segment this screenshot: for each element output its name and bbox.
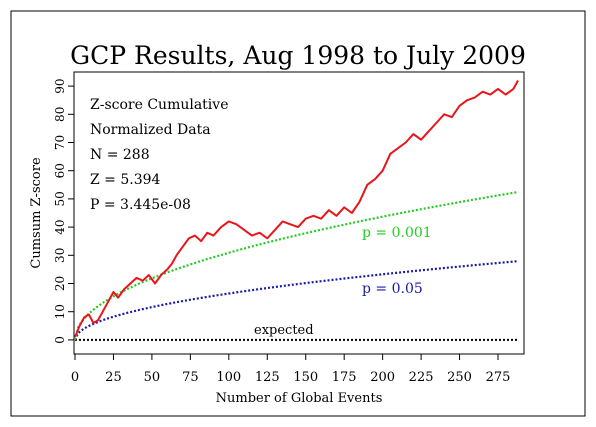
x-tick-label: 25 xyxy=(105,370,122,385)
p005-envelope xyxy=(74,260,519,341)
y-tick-label: 40 xyxy=(53,219,67,234)
x-tick-label: 100 xyxy=(216,370,241,385)
series-layer xyxy=(73,79,519,341)
x-tick-label: 200 xyxy=(370,370,395,385)
x-tick-label: 75 xyxy=(182,370,199,385)
x-tick-label: 250 xyxy=(447,370,472,385)
expected-label: expected xyxy=(254,323,314,338)
y-tick-label: 10 xyxy=(53,304,67,319)
y-tick-label: 0 xyxy=(53,336,67,344)
x-tick-label: 275 xyxy=(486,370,511,385)
stats-z: Z = 5.394 xyxy=(90,172,161,188)
stats-p: P = 3.445e-08 xyxy=(90,197,191,213)
plot-area: 0 25 50 75 100 125 150 175 200 225 250 275 0 10 20 30 4… xyxy=(53,71,525,385)
y-tick-label: 60 xyxy=(53,163,67,178)
cumulative-zscore-line xyxy=(74,79,519,338)
stats-normalization: Normalized Data xyxy=(90,122,211,138)
y-tick-label: 70 xyxy=(53,135,67,150)
outer-border xyxy=(10,10,586,417)
stats-block: Z-score Cumulative Normalized Data N = 2… xyxy=(90,97,228,213)
x-tick-label: 175 xyxy=(332,370,357,385)
x-tick-label: 50 xyxy=(144,370,161,385)
y-tick-label: 30 xyxy=(53,248,67,263)
x-tick-label: 225 xyxy=(409,370,434,385)
x-tick-label: 125 xyxy=(255,370,280,385)
x-tick-label: 0 xyxy=(71,370,79,385)
y-axis-label: Cumsum Z-score xyxy=(29,157,44,269)
stats-title: Z-score Cumulative xyxy=(90,97,228,113)
plot-border xyxy=(73,71,525,355)
p005-label: p = 0.05 xyxy=(362,281,423,297)
stats-n: N = 288 xyxy=(90,147,150,163)
x-tick-label: 150 xyxy=(293,370,318,385)
p001-label: p = 0.001 xyxy=(362,225,432,241)
y-tick-label: 80 xyxy=(53,107,67,122)
y-tick-label: 20 xyxy=(53,276,67,291)
x-axis: 0 25 50 75 100 125 150 175 200 225 250 275 xyxy=(71,354,511,385)
x-axis-label: Number of Global Events xyxy=(216,391,383,406)
y-tick-label: 50 xyxy=(53,191,67,206)
y-tick-label: 90 xyxy=(53,78,67,93)
p001-envelope xyxy=(73,190,519,341)
y-axis: 0 10 20 30 40 50 60 70 80 90 xyxy=(53,78,74,344)
chart-title: GCP Results, Aug 1998 to July 2009 xyxy=(70,41,526,70)
